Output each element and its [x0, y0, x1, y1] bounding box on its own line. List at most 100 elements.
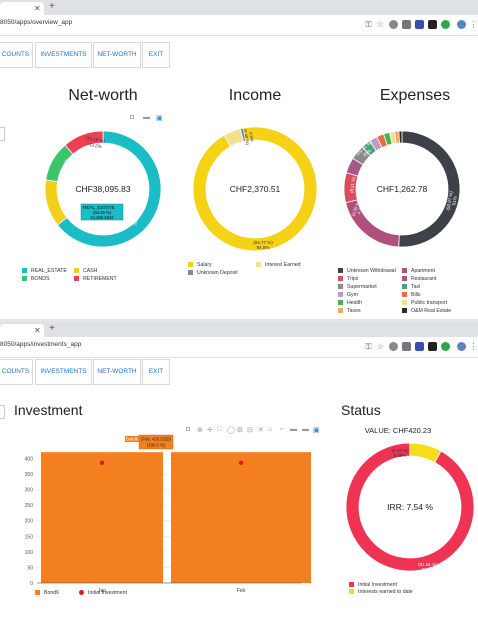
nav-accounts-button[interactable]: COUNTS: [0, 359, 33, 385]
extension-icon[interactable]: [441, 20, 450, 29]
legend-item[interactable]: Gym: [338, 292, 358, 298]
legend-swatch: [402, 300, 407, 306]
slice-initial-investment[interactable]: [345, 442, 475, 572]
avatar[interactable]: [457, 342, 466, 351]
legend-item[interactable]: Taxes: [338, 308, 361, 314]
extension-icon[interactable]: [389, 20, 398, 29]
legend-item[interactable]: Interest Earned: [256, 262, 300, 268]
nav-accounts-button[interactable]: COUNTS: [0, 42, 33, 68]
box-select-icon[interactable]: □: [217, 426, 222, 433]
plus-icon[interactable]: +: [49, 323, 55, 334]
legend-swatch: [338, 292, 343, 298]
y-tick-label: 100: [25, 550, 34, 556]
avatar[interactable]: [457, 20, 466, 29]
key-icon[interactable]: ⚿: [365, 342, 372, 351]
plotly-logo-icon[interactable]: ▣: [156, 115, 163, 122]
key-icon[interactable]: ⚿: [365, 20, 372, 29]
slice-interests-earned-to-date[interactable]: [409, 442, 442, 463]
nav-networth-button[interactable]: NET-WORTH: [93, 42, 141, 68]
nav-exit-button[interactable]: EXIT: [142, 359, 170, 385]
point-initial-investment[interactable]: [238, 460, 244, 466]
legend-item[interactable]: REAL_ESTATE: [22, 268, 67, 274]
bar-bond6[interactable]: [171, 452, 311, 583]
bar-bond6[interactable]: [41, 452, 163, 583]
extension-icon[interactable]: [402, 20, 411, 29]
slice-salary[interactable]: [192, 126, 318, 252]
extension-icon[interactable]: [428, 20, 437, 29]
star-icon[interactable]: ☆: [376, 20, 385, 29]
extension-icon[interactable]: [415, 20, 424, 29]
zoom-in-icon[interactable]: ⊞: [237, 427, 243, 434]
expenses-donut-chart[interactable]: CHF1,262.78(50.97 %)51%(20.31 %)20%(8.31…: [320, 109, 478, 269]
plus-icon[interactable]: +: [49, 1, 55, 12]
extension-icon[interactable]: [428, 342, 437, 351]
legend-item[interactable]: Salary: [188, 262, 212, 268]
edit-icon[interactable]: ▬: [302, 426, 309, 433]
spike-icon[interactable]: ⌐: [280, 426, 285, 433]
legend-item[interactable]: Unknown Deposit: [188, 270, 238, 276]
menu-icon[interactable]: ⋮: [469, 20, 478, 29]
address-bar[interactable]: 8050/apps/overview_app ⚿ ☆ ⋮: [0, 15, 478, 36]
browser-tab[interactable]: ✕: [0, 2, 44, 15]
legend-item[interactable]: Interests earned to date: [349, 589, 413, 595]
legend-item[interactable]: Public transport: [402, 300, 447, 306]
point-initial-investment[interactable]: [99, 460, 105, 466]
lasso-icon[interactable]: ◯: [227, 427, 235, 434]
slice-retirement[interactable]: [64, 130, 104, 155]
url-text[interactable]: 8050/apps/investments_app: [0, 341, 82, 348]
sidebar-toggle-button[interactable]: [0, 405, 5, 419]
legend-item[interactable]: RETIREMENT: [74, 276, 117, 282]
zoom-icon[interactable]: ⊕: [197, 427, 203, 434]
extension-icon[interactable]: [402, 342, 411, 351]
close-icon[interactable]: ✕: [34, 326, 41, 335]
url-text[interactable]: 8050/apps/overview_app: [0, 19, 73, 26]
legend-label: Initial Investment: [88, 590, 127, 596]
nav-exit-button[interactable]: EXIT: [142, 42, 170, 68]
status-donut-chart[interactable]: IRR: 7.54 % (91.91 %)91.9% (8.09 %)8.09%: [340, 435, 478, 575]
browser-tab[interactable]: ✕: [0, 324, 44, 337]
legend-swatch: [35, 590, 40, 596]
sidebar-toggle-button[interactable]: [0, 127, 5, 141]
hover-icon[interactable]: ▬: [290, 426, 297, 433]
legend-item[interactable]: Taxi: [402, 284, 420, 290]
legend-item[interactable]: Restaurant: [402, 276, 436, 282]
legend-item[interactable]: Initial Investment: [349, 582, 397, 588]
camera-icon[interactable]: ◘: [186, 426, 191, 433]
edit-icon[interactable]: ▬: [143, 114, 150, 121]
nav-networth-button[interactable]: NET-WORTH: [93, 359, 141, 385]
legend-item[interactable]: CASH: [74, 268, 97, 274]
address-bar[interactable]: 8050/apps/investments_app ⚿ ☆ ⋮: [0, 337, 478, 358]
slice-o-m-real-estate[interactable]: [398, 130, 403, 144]
home-icon[interactable]: ⌂: [268, 426, 273, 433]
legend-item[interactable]: Bond6: [35, 590, 59, 596]
nav-investments-button[interactable]: INVESTMENTS: [35, 42, 92, 68]
legend-label: BONDS: [31, 276, 50, 282]
networth-donut-chart[interactable]: CHF38,095.83 (64.36 %) (19.24 %) (11.13 %) (…: [23, 109, 183, 269]
legend-item[interactable]: O&M Real Estate: [402, 308, 451, 314]
nav-investments-button[interactable]: INVESTMENTS: [35, 359, 92, 385]
star-icon[interactable]: ☆: [376, 342, 385, 351]
legend-item[interactable]: Supermarket: [338, 284, 377, 290]
slice-unknown-deposit[interactable]: [239, 127, 247, 142]
legend-item[interactable]: BONDS: [22, 276, 49, 282]
autoscale-icon[interactable]: ✕: [258, 427, 264, 434]
pan-icon[interactable]: ✛: [207, 427, 213, 434]
menu-icon[interactable]: ⋮: [469, 342, 478, 351]
plotly-logo-icon[interactable]: ▣: [313, 427, 320, 434]
legend-item[interactable]: Bills: [402, 292, 421, 298]
legend-item[interactable]: Health: [338, 300, 362, 306]
legend-item[interactable]: Trips: [338, 276, 358, 282]
extension-icon[interactable]: [441, 342, 450, 351]
legend-label: Apartment: [411, 268, 435, 274]
close-icon[interactable]: ✕: [34, 4, 41, 13]
investment-legend: Bond6 Initial Investment: [35, 590, 175, 600]
extension-icon[interactable]: [415, 342, 424, 351]
legend-item[interactable]: Apartment: [402, 268, 435, 274]
zoom-out-icon[interactable]: ⊟: [247, 427, 253, 434]
camera-icon[interactable]: ◘: [130, 114, 135, 121]
legend-item[interactable]: Unknown Withdrawal: [338, 268, 396, 274]
income-donut-chart[interactable]: CHF2,370.51 (94.77 %)94.8% (4.48 %)4.5%: [167, 109, 327, 269]
extension-icon[interactable]: [389, 342, 398, 351]
legend-item[interactable]: Initial Investment: [79, 590, 127, 596]
